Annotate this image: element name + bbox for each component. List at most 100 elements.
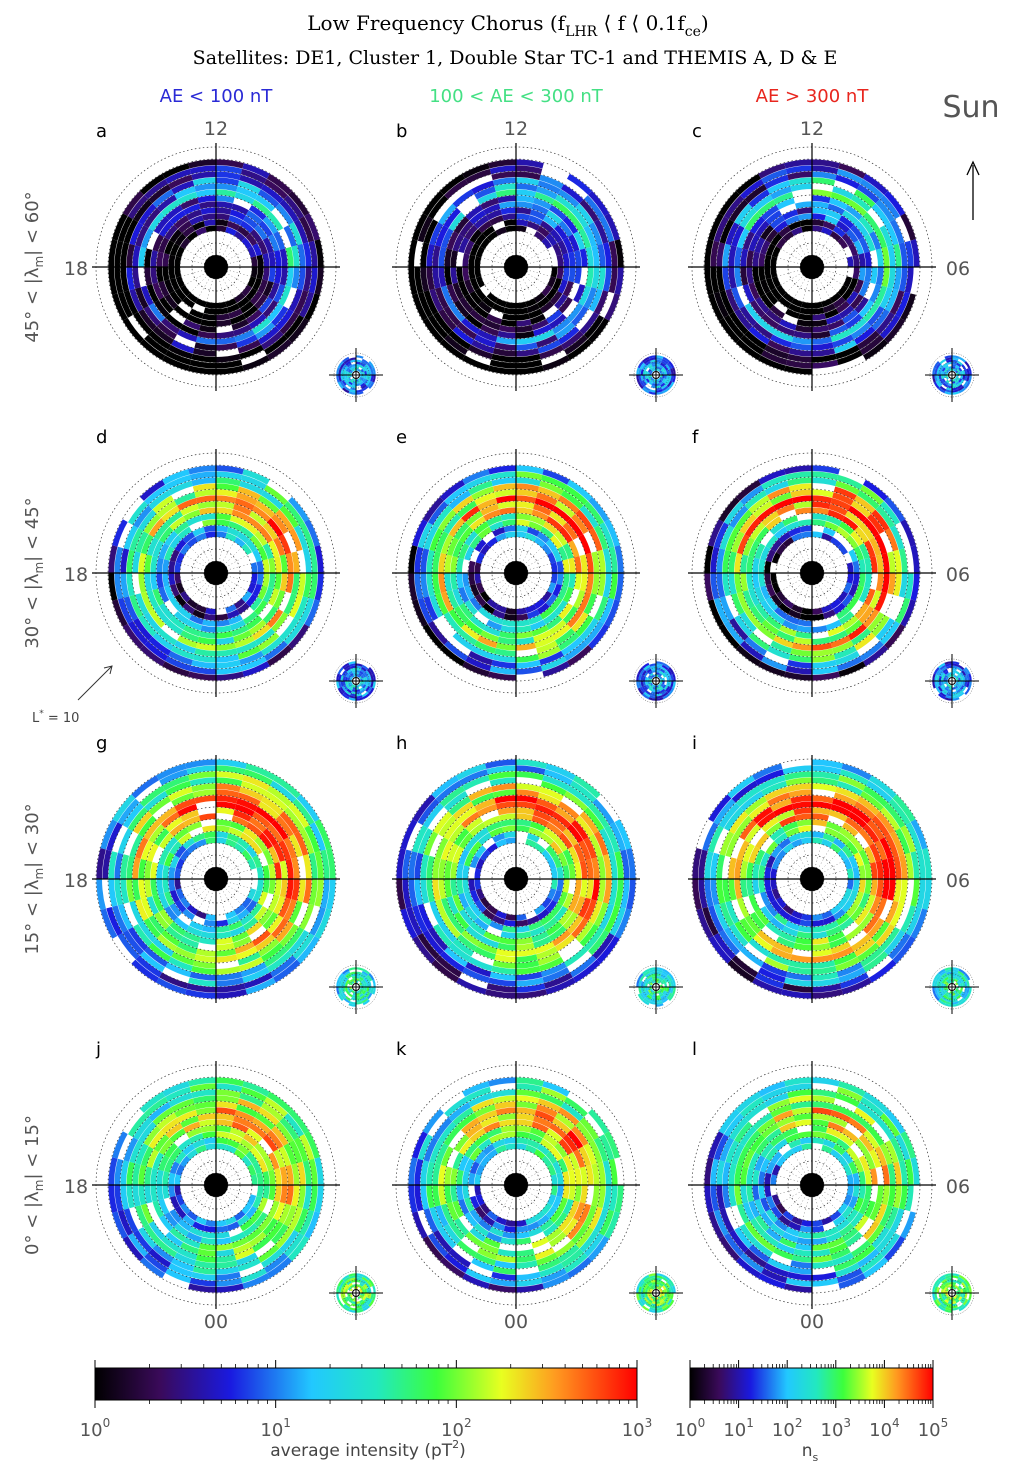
panel-e-cell — [452, 540, 464, 558]
panel-e-cell — [477, 635, 498, 648]
panel-d-cell — [175, 552, 185, 564]
panel-e-cell — [545, 539, 558, 552]
panel-g-cell — [177, 941, 198, 954]
panel-b-cell — [516, 207, 532, 215]
panel-g-cell — [225, 910, 237, 920]
panel-f-cell — [821, 604, 833, 614]
panel-b-cell — [422, 190, 444, 216]
panel-g-cell — [278, 897, 291, 918]
panel-l-cell — [782, 1231, 798, 1243]
panel-j-cell — [234, 1210, 246, 1221]
panel-c-cell — [848, 199, 867, 217]
panel-i-cell — [755, 832, 770, 849]
panel-d-cell — [285, 552, 294, 573]
panel-a-cell — [162, 267, 170, 281]
panel-f-cell — [760, 600, 774, 616]
colorbar-tick-label: 100 — [80, 1416, 111, 1441]
panel-e-cell — [516, 525, 529, 533]
panel-k-cell — [464, 1212, 478, 1228]
panel-b-cell — [528, 308, 543, 319]
panel-i-cell — [793, 807, 812, 816]
panel-g-cell — [171, 792, 195, 807]
panel-b-cell — [561, 330, 584, 350]
panel-j-cell — [216, 1219, 227, 1227]
radial-gridline — [184, 554, 204, 567]
panel-i-cell — [871, 921, 890, 943]
panel-e-cell — [588, 496, 610, 522]
panel-e-cell — [608, 546, 618, 573]
panel-c-cell — [836, 300, 850, 314]
panel-c-cell — [862, 303, 880, 322]
panel-e-cell — [420, 573, 430, 598]
panel-b-cell — [497, 330, 516, 339]
panel-k-cell — [516, 1143, 527, 1151]
panel-g-cell — [326, 848, 336, 879]
polar-panel-i: i — [688, 733, 979, 1014]
panel-a-cell — [143, 207, 161, 228]
panel-i-cell — [748, 801, 770, 820]
panel-j-cell — [268, 1169, 276, 1185]
panel-i-cell — [758, 967, 786, 983]
panel-k-cell — [428, 1233, 449, 1257]
panel-h-cell — [428, 927, 449, 951]
radial-gridline — [506, 844, 513, 866]
panel-e-cell — [469, 615, 486, 630]
panel-j-cell — [165, 1231, 183, 1247]
panel-h-cell — [461, 811, 480, 829]
panel-c-cell — [864, 267, 872, 283]
panel-g-cell — [296, 936, 320, 964]
radial-gridline — [526, 889, 542, 905]
radial-gridline — [219, 892, 226, 914]
panel-f-cell — [755, 526, 770, 543]
panel-j-cell — [254, 1142, 268, 1158]
panel-i-cell — [793, 942, 812, 951]
panel-d-cell — [266, 609, 284, 628]
panel-b-cell — [423, 290, 439, 315]
panel-k-cell — [546, 1128, 563, 1143]
panel-b-cell — [420, 242, 430, 267]
panel-a-cell — [262, 253, 270, 267]
panel-c-cell — [863, 173, 889, 195]
panel-f-cell — [893, 573, 902, 597]
panel-k-cell — [539, 1262, 564, 1278]
radial-gridline — [522, 585, 535, 605]
panel-h-cell — [516, 937, 533, 945]
panel-g-cell — [100, 819, 118, 850]
panel-c-cell — [821, 298, 833, 308]
panel-f-cell — [842, 615, 859, 630]
panel-c-cell — [740, 334, 764, 355]
panel-c-cell — [898, 267, 908, 292]
panel-e-cell — [439, 645, 465, 667]
panel-e-cell — [528, 521, 543, 532]
panel-e-cell — [444, 554, 453, 573]
panel-f-cell — [875, 573, 884, 592]
panel-c-cell — [724, 315, 745, 339]
panel-b-cell — [441, 228, 454, 249]
panel-c-cell — [740, 267, 749, 286]
colorbar-samples: 100 101 102 103 104 105 ns — [675, 1360, 948, 1464]
panel-f-cell — [782, 598, 794, 609]
panel-d-cell — [205, 531, 216, 539]
panel-g-cell — [266, 915, 284, 934]
panel-k-cell — [541, 1155, 552, 1167]
panel-e-cell — [495, 532, 507, 542]
panel-e-cell — [414, 573, 424, 600]
panel-d-cell — [283, 593, 297, 615]
radial-gridline — [506, 1198, 513, 1220]
panel-k-cell — [552, 1161, 562, 1175]
panel-b-cell — [566, 303, 584, 322]
radial-gridline — [181, 270, 203, 277]
panel-f-cell — [784, 671, 812, 681]
panel-k-cell — [547, 1164, 557, 1176]
panel-b-cell — [533, 324, 552, 337]
panel-j-cell — [271, 1125, 289, 1146]
polar-panel-f: f — [688, 427, 979, 708]
panel-d-cell — [237, 602, 250, 615]
panel-j-cell — [237, 1143, 250, 1156]
panel-i-cell — [728, 857, 737, 879]
panel-i-cell — [761, 817, 779, 833]
panel-h-cell — [540, 780, 567, 796]
polar-panel-a: a — [92, 121, 383, 402]
panel-i-cell — [824, 827, 839, 838]
panel-g-cell — [131, 959, 159, 983]
